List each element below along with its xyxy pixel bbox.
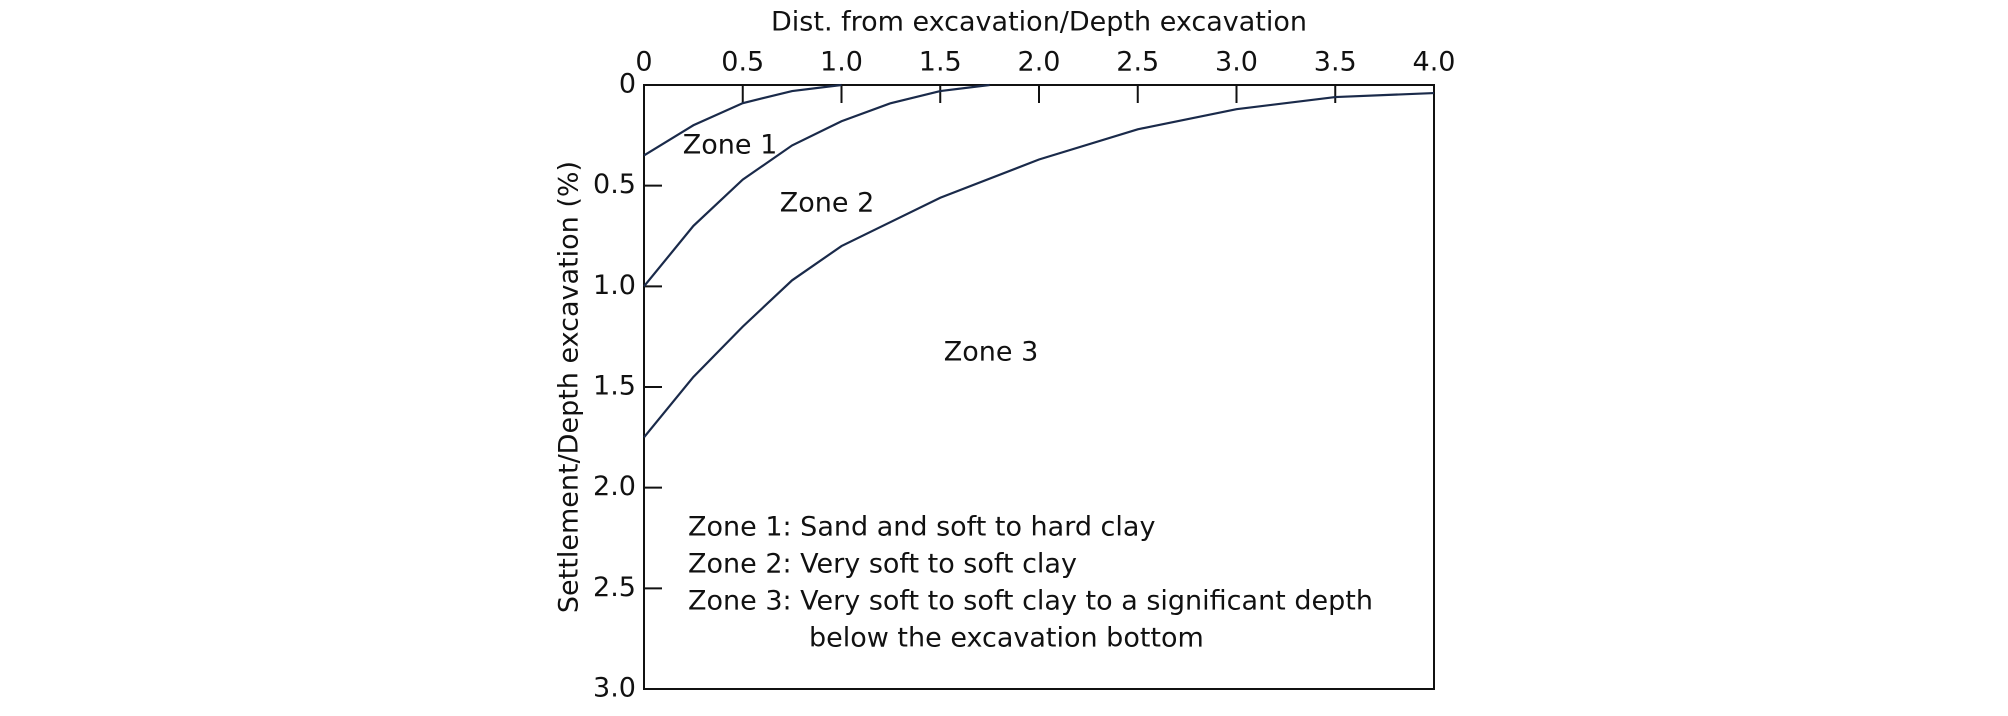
x-tick-label: 3.5 bbox=[1314, 47, 1357, 78]
y-tick-label: 2.5 bbox=[593, 572, 636, 603]
y-tick-label: 2.0 bbox=[593, 471, 636, 502]
y-tick-label: 0 bbox=[619, 69, 636, 100]
x-tick-label: 2.5 bbox=[1116, 47, 1159, 78]
y-tick-label: 1.5 bbox=[593, 371, 636, 402]
x-tick-label: 4.0 bbox=[1413, 47, 1456, 78]
x-tick-label: 0.5 bbox=[721, 47, 764, 78]
x-tick-label: 1.0 bbox=[820, 47, 863, 78]
zone-label: Zone 3 bbox=[944, 337, 1039, 368]
y-tick-label: 3.0 bbox=[593, 673, 636, 704]
zone-label: Zone 1 bbox=[683, 130, 778, 161]
x-tick-label: 2.0 bbox=[1018, 47, 1061, 78]
series-line bbox=[643, 91, 1435, 439]
note-line: Zone 1: Sand and soft to hard clay bbox=[688, 512, 1155, 543]
y-tick-label: 0.5 bbox=[593, 169, 636, 200]
note-line: Zone 3: Very soft to soft clay to a sign… bbox=[688, 586, 1373, 617]
zone-label: Zone 2 bbox=[780, 188, 875, 219]
series-line bbox=[643, 83, 842, 157]
x-tick-label: 0 bbox=[635, 47, 652, 78]
series-line bbox=[643, 83, 990, 288]
x-axis-title: Dist. from excavation/Depth excavation bbox=[771, 7, 1307, 38]
y-tick-label: 1.0 bbox=[593, 270, 636, 301]
note-line: below the excavation bottom bbox=[809, 623, 1204, 654]
note-line: Zone 2: Very soft to soft clay bbox=[688, 549, 1077, 580]
y-axis-title: Settlement/Depth excavation (%) bbox=[554, 161, 585, 613]
x-tick-label: 1.5 bbox=[919, 47, 962, 78]
x-tick-label: 3.0 bbox=[1215, 47, 1258, 78]
